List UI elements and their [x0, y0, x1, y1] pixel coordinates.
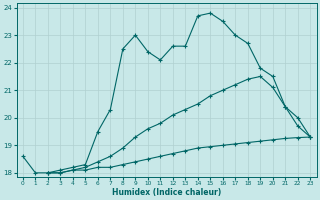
X-axis label: Humidex (Indice chaleur): Humidex (Indice chaleur) [112, 188, 221, 197]
